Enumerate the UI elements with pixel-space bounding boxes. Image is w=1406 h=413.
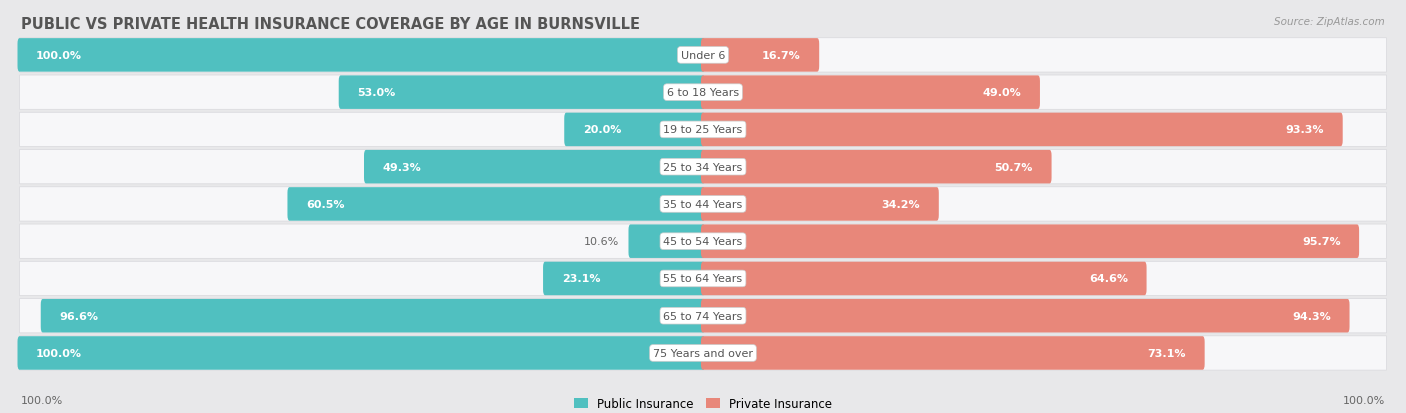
Text: 34.2%: 34.2%: [882, 199, 920, 209]
FancyBboxPatch shape: [364, 150, 704, 184]
FancyBboxPatch shape: [564, 114, 704, 147]
Text: 19 to 25 Years: 19 to 25 Years: [664, 125, 742, 135]
FancyBboxPatch shape: [702, 76, 1040, 109]
Text: 53.0%: 53.0%: [357, 88, 395, 98]
FancyBboxPatch shape: [41, 299, 704, 333]
Text: 25 to 34 Years: 25 to 34 Years: [664, 162, 742, 172]
Text: 16.7%: 16.7%: [762, 51, 800, 61]
Text: 100.0%: 100.0%: [1343, 395, 1385, 405]
Text: 6 to 18 Years: 6 to 18 Years: [666, 88, 740, 98]
FancyBboxPatch shape: [20, 336, 1386, 370]
FancyBboxPatch shape: [287, 188, 704, 221]
Text: 20.0%: 20.0%: [583, 125, 621, 135]
FancyBboxPatch shape: [702, 39, 820, 73]
Text: 55 to 64 Years: 55 to 64 Years: [664, 274, 742, 284]
FancyBboxPatch shape: [20, 299, 1386, 333]
FancyBboxPatch shape: [20, 113, 1386, 147]
Text: Under 6: Under 6: [681, 51, 725, 61]
Text: 100.0%: 100.0%: [37, 51, 82, 61]
FancyBboxPatch shape: [702, 299, 1350, 333]
FancyBboxPatch shape: [20, 76, 1386, 110]
FancyBboxPatch shape: [702, 336, 1205, 370]
FancyBboxPatch shape: [628, 225, 704, 259]
Text: 75 Years and over: 75 Years and over: [652, 348, 754, 358]
Text: PUBLIC VS PRIVATE HEALTH INSURANCE COVERAGE BY AGE IN BURNSVILLE: PUBLIC VS PRIVATE HEALTH INSURANCE COVER…: [21, 17, 640, 31]
FancyBboxPatch shape: [702, 150, 1052, 184]
FancyBboxPatch shape: [702, 262, 1146, 296]
Text: Source: ZipAtlas.com: Source: ZipAtlas.com: [1274, 17, 1385, 26]
FancyBboxPatch shape: [20, 39, 1386, 73]
Text: 100.0%: 100.0%: [37, 348, 82, 358]
Text: 100.0%: 100.0%: [21, 395, 63, 405]
FancyBboxPatch shape: [543, 262, 704, 296]
Text: 96.6%: 96.6%: [59, 311, 98, 321]
Text: 93.3%: 93.3%: [1285, 125, 1324, 135]
Text: 94.3%: 94.3%: [1292, 311, 1331, 321]
Text: 35 to 44 Years: 35 to 44 Years: [664, 199, 742, 209]
FancyBboxPatch shape: [17, 39, 704, 73]
Text: 60.5%: 60.5%: [307, 199, 344, 209]
Legend: Public Insurance, Private Insurance: Public Insurance, Private Insurance: [569, 393, 837, 413]
FancyBboxPatch shape: [20, 225, 1386, 259]
Text: 23.1%: 23.1%: [561, 274, 600, 284]
Text: 10.6%: 10.6%: [585, 237, 620, 247]
Text: 45 to 54 Years: 45 to 54 Years: [664, 237, 742, 247]
FancyBboxPatch shape: [20, 188, 1386, 221]
FancyBboxPatch shape: [20, 262, 1386, 296]
Text: 95.7%: 95.7%: [1302, 237, 1340, 247]
FancyBboxPatch shape: [702, 225, 1360, 259]
Text: 73.1%: 73.1%: [1147, 348, 1187, 358]
Text: 49.0%: 49.0%: [983, 88, 1021, 98]
FancyBboxPatch shape: [17, 336, 704, 370]
FancyBboxPatch shape: [702, 114, 1343, 147]
FancyBboxPatch shape: [20, 150, 1386, 184]
FancyBboxPatch shape: [339, 76, 704, 109]
Text: 65 to 74 Years: 65 to 74 Years: [664, 311, 742, 321]
Text: 49.3%: 49.3%: [382, 162, 422, 172]
FancyBboxPatch shape: [702, 188, 939, 221]
Text: 64.6%: 64.6%: [1090, 274, 1128, 284]
Text: 50.7%: 50.7%: [994, 162, 1033, 172]
